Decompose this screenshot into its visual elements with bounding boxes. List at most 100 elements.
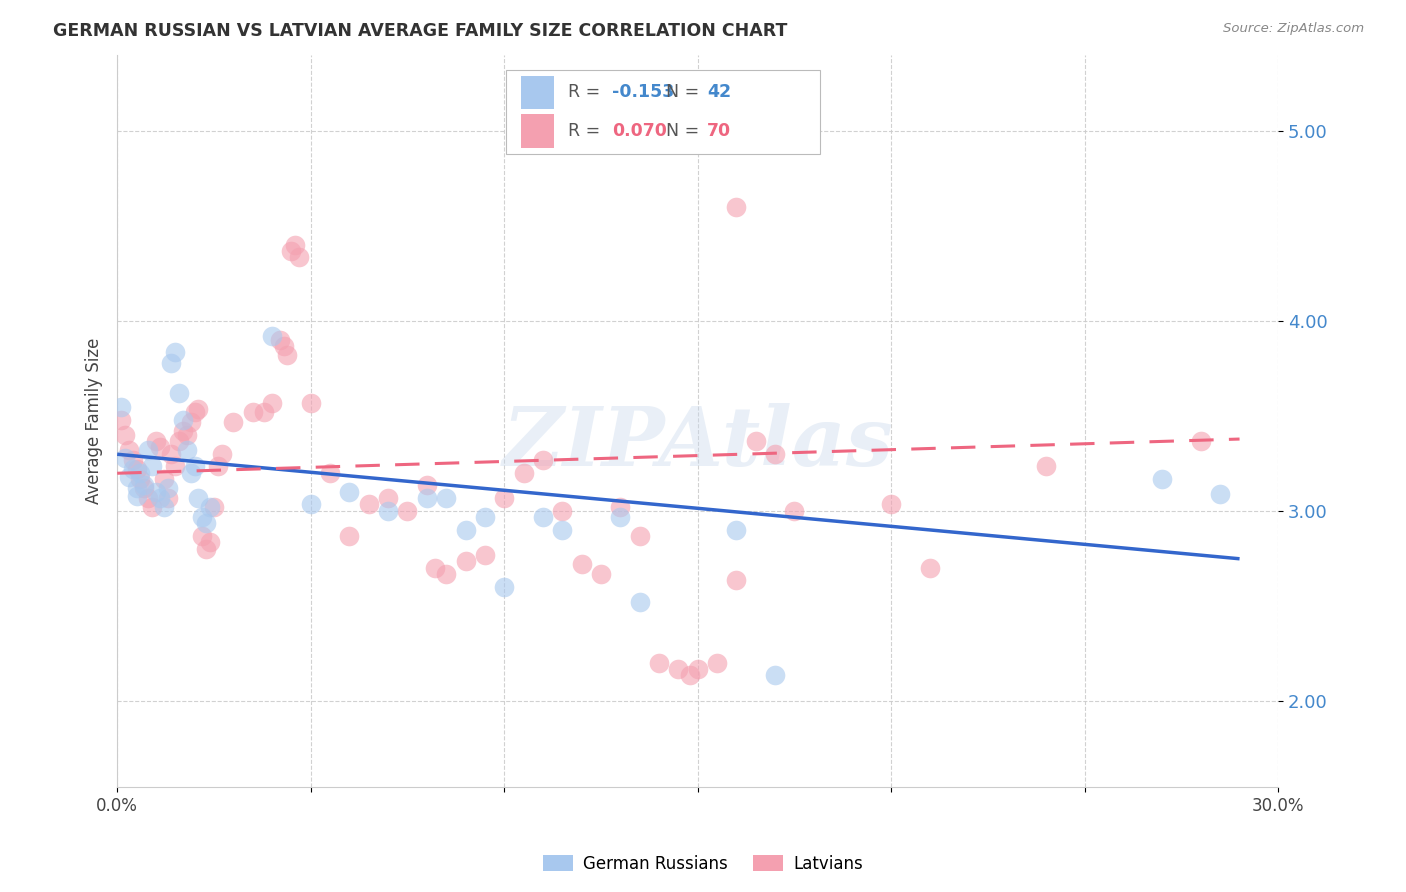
Point: [149, 491, 172, 505]
Point: [253, 405, 276, 419]
Text: 42: 42: [707, 84, 731, 102]
Point: [125, 482, 148, 496]
Point: [198, 500, 221, 515]
Point: [276, 348, 298, 362]
Point: [152, 500, 174, 515]
Point: [149, 440, 172, 454]
Point: [434, 491, 457, 505]
Point: [609, 510, 631, 524]
Point: [339, 529, 361, 543]
Point: [666, 662, 689, 676]
Point: [176, 443, 198, 458]
Text: R =: R =: [568, 122, 606, 140]
Point: [180, 467, 202, 481]
Point: [648, 657, 671, 671]
Text: 70: 70: [707, 122, 731, 140]
Point: [725, 573, 748, 587]
Point: [118, 470, 141, 484]
Point: [423, 561, 446, 575]
Point: [474, 548, 496, 562]
Point: [156, 482, 179, 496]
Point: [187, 491, 209, 505]
Point: [609, 500, 631, 515]
Point: [531, 510, 554, 524]
Point: [1209, 487, 1232, 501]
Point: [110, 400, 132, 414]
Point: [284, 238, 307, 252]
Point: [474, 510, 496, 524]
Text: N =: N =: [666, 84, 706, 102]
Point: [260, 329, 283, 343]
FancyBboxPatch shape: [506, 70, 820, 154]
Text: GERMAN RUSSIAN VS LATVIAN AVERAGE FAMILY SIZE CORRELATION CHART: GERMAN RUSSIAN VS LATVIAN AVERAGE FAMILY…: [53, 22, 787, 40]
Point: [202, 500, 225, 515]
Point: [339, 485, 361, 500]
Point: [114, 451, 136, 466]
Text: ZIPAtlas: ZIPAtlas: [502, 403, 893, 483]
Point: [454, 523, 477, 537]
Point: [195, 542, 218, 557]
Point: [207, 458, 229, 473]
Point: [167, 386, 190, 401]
Point: [725, 523, 748, 537]
Point: [125, 462, 148, 476]
Point: [129, 467, 152, 481]
Point: [141, 458, 163, 473]
Point: [918, 561, 941, 575]
Point: [531, 453, 554, 467]
Point: [377, 491, 399, 505]
Point: [571, 558, 593, 572]
Point: [1035, 458, 1057, 473]
Point: [121, 462, 143, 476]
Point: [125, 489, 148, 503]
Point: [172, 425, 194, 439]
Point: [494, 491, 516, 505]
Point: [198, 534, 221, 549]
Point: [512, 467, 534, 481]
Point: [136, 491, 159, 505]
Text: Source: ZipAtlas.com: Source: ZipAtlas.com: [1223, 22, 1364, 36]
Point: [134, 477, 156, 491]
Point: [377, 504, 399, 518]
Point: [183, 405, 205, 419]
Point: [628, 595, 651, 609]
Point: [141, 500, 163, 515]
Point: [494, 580, 516, 594]
Point: [165, 458, 187, 473]
Point: [165, 344, 187, 359]
Text: N =: N =: [666, 122, 706, 140]
Point: [134, 482, 156, 496]
Point: [551, 504, 574, 518]
Point: [160, 356, 183, 370]
FancyBboxPatch shape: [522, 76, 554, 110]
Point: [269, 333, 291, 347]
Point: [299, 396, 322, 410]
Point: [1189, 434, 1212, 448]
Point: [156, 491, 179, 505]
Point: [628, 529, 651, 543]
Point: [195, 516, 218, 530]
Point: [416, 477, 439, 491]
Point: [589, 566, 612, 581]
Point: [110, 413, 132, 427]
Point: [145, 485, 167, 500]
Point: [280, 244, 302, 258]
Point: [167, 434, 190, 448]
Point: [299, 497, 322, 511]
Point: [118, 443, 141, 458]
Point: [114, 428, 136, 442]
Point: [191, 510, 214, 524]
Point: [454, 554, 477, 568]
Point: [288, 250, 311, 264]
Point: [172, 413, 194, 427]
Point: [396, 504, 419, 518]
Point: [260, 396, 283, 410]
Point: [183, 458, 205, 473]
Point: [763, 447, 786, 461]
Point: [725, 200, 748, 214]
Point: [145, 434, 167, 448]
Point: [211, 447, 233, 461]
Point: [357, 497, 380, 511]
Point: [880, 497, 903, 511]
Point: [434, 566, 457, 581]
